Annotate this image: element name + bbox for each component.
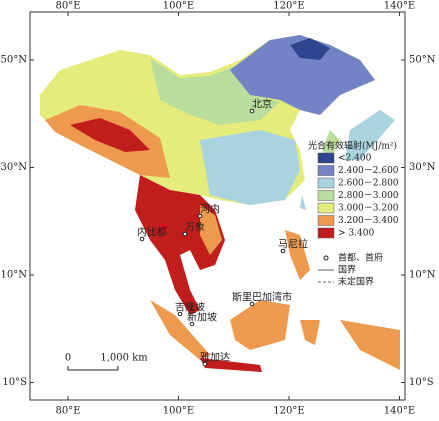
- city-label: 雅加达: [200, 351, 230, 364]
- lon-label: 100°E: [163, 406, 194, 417]
- lon-label: 80°E: [55, 406, 80, 417]
- scale-label: 0: [65, 353, 71, 364]
- capital: [280, 248, 286, 254]
- city-label: 斯里巴加湾市: [232, 291, 292, 304]
- legend-swatch: [317, 202, 335, 214]
- legend-swatch: [317, 227, 335, 239]
- land: [40, 35, 400, 372]
- legend-label: 国界: [338, 265, 356, 276]
- legend-label: <2.400: [338, 154, 372, 164]
- lat-label: 50°N: [1, 55, 28, 66]
- city-label: 万象: [185, 222, 205, 234]
- capital: [189, 321, 195, 327]
- lat-label: 10°N: [1, 270, 28, 281]
- capital: [177, 311, 183, 317]
- capital: [202, 361, 208, 367]
- lat-label: 10°S: [2, 377, 27, 388]
- lat-label: 10°N: [409, 270, 436, 281]
- capital: [139, 236, 145, 242]
- legend-label: > 3.400: [338, 229, 374, 239]
- legend-label: 3.000－3.200: [338, 204, 399, 214]
- lon-label: 140°E: [384, 406, 415, 417]
- capital: [249, 301, 255, 307]
- legend-label: 3.200－3.400: [338, 216, 399, 226]
- legend-swatch: [317, 165, 335, 176]
- lon-label: 80°E: [55, 1, 80, 12]
- capital: [182, 231, 188, 237]
- city-label: 北京: [252, 98, 272, 111]
- legend-swatch: [317, 177, 335, 189]
- legend-symbol: [323, 255, 329, 261]
- legend-label: 2.600－2.800: [338, 179, 399, 189]
- scale-label: 1,000 km: [100, 353, 148, 364]
- city-label: 新加坡: [187, 311, 217, 324]
- city-label: 吉隆坡: [175, 301, 205, 314]
- capital: [249, 108, 255, 114]
- legend-label: 2.400－2.600: [338, 166, 399, 176]
- lon-label: 120°E: [273, 1, 304, 12]
- city-label: 马尼拉: [278, 238, 308, 251]
- legend-title: 光合有效辐射(MJ/m²): [308, 140, 397, 152]
- lat-label: 30°N: [409, 162, 436, 173]
- legend-swatch: [317, 215, 335, 226]
- lat-label: 30°N: [1, 162, 28, 173]
- legend-label: 首都、首府: [338, 252, 383, 264]
- lon-label: 140°E: [384, 1, 415, 12]
- lat-label: 50°N: [409, 55, 436, 66]
- legend-label: 2.800－3.000: [338, 191, 399, 201]
- legend-label: 未定国界: [338, 276, 374, 288]
- lon-label: 120°E: [273, 406, 304, 417]
- lat-label: 10°S: [409, 377, 434, 388]
- city-label: 河内: [200, 203, 220, 216]
- capital: [197, 213, 203, 219]
- legend-swatch: [317, 152, 335, 164]
- city-label: 内比都: [137, 226, 167, 239]
- lon-label: 100°E: [163, 1, 194, 12]
- legend-swatch: [317, 190, 335, 201]
